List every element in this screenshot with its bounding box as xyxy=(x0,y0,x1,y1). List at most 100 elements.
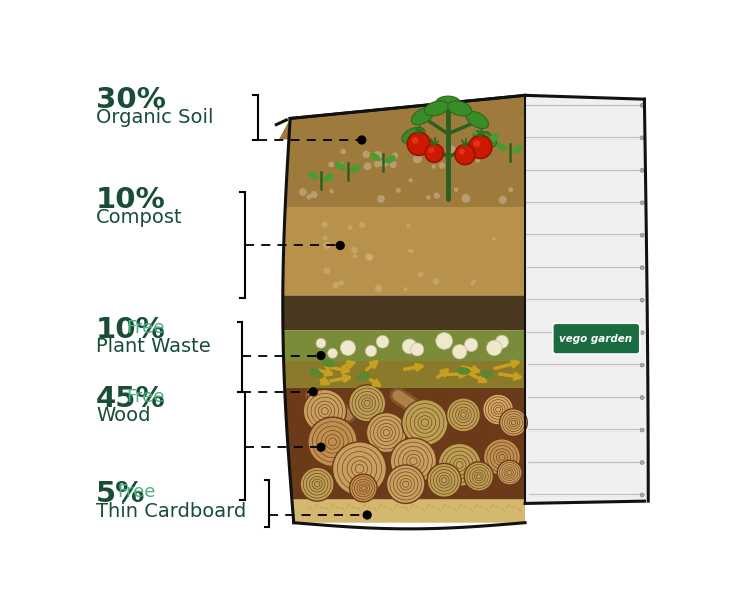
Ellipse shape xyxy=(414,139,439,155)
Circle shape xyxy=(324,267,330,274)
Circle shape xyxy=(337,162,344,169)
Text: 5%: 5% xyxy=(96,480,146,508)
Circle shape xyxy=(425,144,443,163)
Circle shape xyxy=(428,464,461,497)
Circle shape xyxy=(336,241,345,250)
Circle shape xyxy=(461,194,470,203)
Ellipse shape xyxy=(489,134,500,142)
Polygon shape xyxy=(283,361,525,388)
Circle shape xyxy=(363,510,372,520)
Circle shape xyxy=(640,104,644,107)
Circle shape xyxy=(411,343,424,356)
Circle shape xyxy=(640,201,644,205)
Circle shape xyxy=(323,241,331,249)
Circle shape xyxy=(376,335,389,348)
Text: Thin Cardboard: Thin Cardboard xyxy=(96,502,247,521)
Circle shape xyxy=(299,188,307,196)
Ellipse shape xyxy=(356,372,370,380)
Circle shape xyxy=(316,351,325,360)
Ellipse shape xyxy=(335,162,345,170)
Text: 10%: 10% xyxy=(96,315,166,344)
Circle shape xyxy=(431,164,436,169)
Ellipse shape xyxy=(411,108,434,125)
Circle shape xyxy=(308,387,318,396)
Circle shape xyxy=(351,247,358,253)
Ellipse shape xyxy=(473,131,484,140)
Circle shape xyxy=(396,188,401,193)
Circle shape xyxy=(500,409,528,436)
Circle shape xyxy=(640,428,644,432)
Text: Free: Free xyxy=(127,388,165,406)
Circle shape xyxy=(340,340,355,356)
Ellipse shape xyxy=(480,370,493,378)
Circle shape xyxy=(392,152,398,159)
Circle shape xyxy=(434,193,440,199)
Polygon shape xyxy=(525,95,648,503)
Circle shape xyxy=(330,189,333,193)
Ellipse shape xyxy=(447,101,472,116)
Circle shape xyxy=(473,279,476,282)
Circle shape xyxy=(433,278,439,285)
Circle shape xyxy=(455,144,475,164)
Circle shape xyxy=(402,400,448,445)
Circle shape xyxy=(373,151,382,160)
Text: 10%: 10% xyxy=(96,186,166,214)
Circle shape xyxy=(341,149,346,154)
Polygon shape xyxy=(283,296,525,330)
Circle shape xyxy=(349,385,386,422)
Circle shape xyxy=(411,250,414,253)
Circle shape xyxy=(303,389,347,433)
Circle shape xyxy=(454,187,459,192)
Circle shape xyxy=(367,255,373,261)
Polygon shape xyxy=(283,207,525,296)
Circle shape xyxy=(428,147,434,153)
Circle shape xyxy=(328,349,337,358)
Circle shape xyxy=(459,149,465,155)
Circle shape xyxy=(447,398,481,432)
Ellipse shape xyxy=(512,145,523,154)
Circle shape xyxy=(311,191,318,198)
Circle shape xyxy=(447,146,456,155)
Text: Compost: Compost xyxy=(96,208,183,227)
Text: Free: Free xyxy=(117,483,155,501)
Circle shape xyxy=(362,150,370,158)
Circle shape xyxy=(436,332,453,349)
Text: 30%: 30% xyxy=(96,86,166,114)
Circle shape xyxy=(308,417,357,467)
Circle shape xyxy=(640,461,644,464)
Polygon shape xyxy=(283,330,525,361)
Circle shape xyxy=(484,439,520,476)
Ellipse shape xyxy=(322,359,336,367)
Circle shape xyxy=(333,282,339,289)
Circle shape xyxy=(353,254,357,258)
Circle shape xyxy=(640,363,644,367)
Circle shape xyxy=(364,253,372,261)
Ellipse shape xyxy=(497,143,507,151)
Circle shape xyxy=(364,163,372,170)
Circle shape xyxy=(407,132,431,155)
Circle shape xyxy=(389,161,397,168)
Circle shape xyxy=(438,444,481,486)
Circle shape xyxy=(428,156,433,160)
Circle shape xyxy=(402,339,417,354)
Polygon shape xyxy=(286,119,525,207)
Circle shape xyxy=(328,161,334,167)
Circle shape xyxy=(357,135,367,144)
Text: Organic Soil: Organic Soil xyxy=(96,108,213,126)
Circle shape xyxy=(492,237,496,240)
Circle shape xyxy=(348,225,353,230)
Circle shape xyxy=(464,462,493,491)
Circle shape xyxy=(333,442,386,495)
Ellipse shape xyxy=(323,173,334,182)
Circle shape xyxy=(640,169,644,172)
Circle shape xyxy=(359,222,365,228)
Ellipse shape xyxy=(309,368,322,377)
Ellipse shape xyxy=(425,101,448,116)
Circle shape xyxy=(412,137,419,144)
Circle shape xyxy=(426,195,431,200)
Circle shape xyxy=(473,140,481,147)
Circle shape xyxy=(403,287,408,291)
Circle shape xyxy=(367,412,406,453)
Circle shape xyxy=(377,195,385,203)
Circle shape xyxy=(640,298,644,302)
